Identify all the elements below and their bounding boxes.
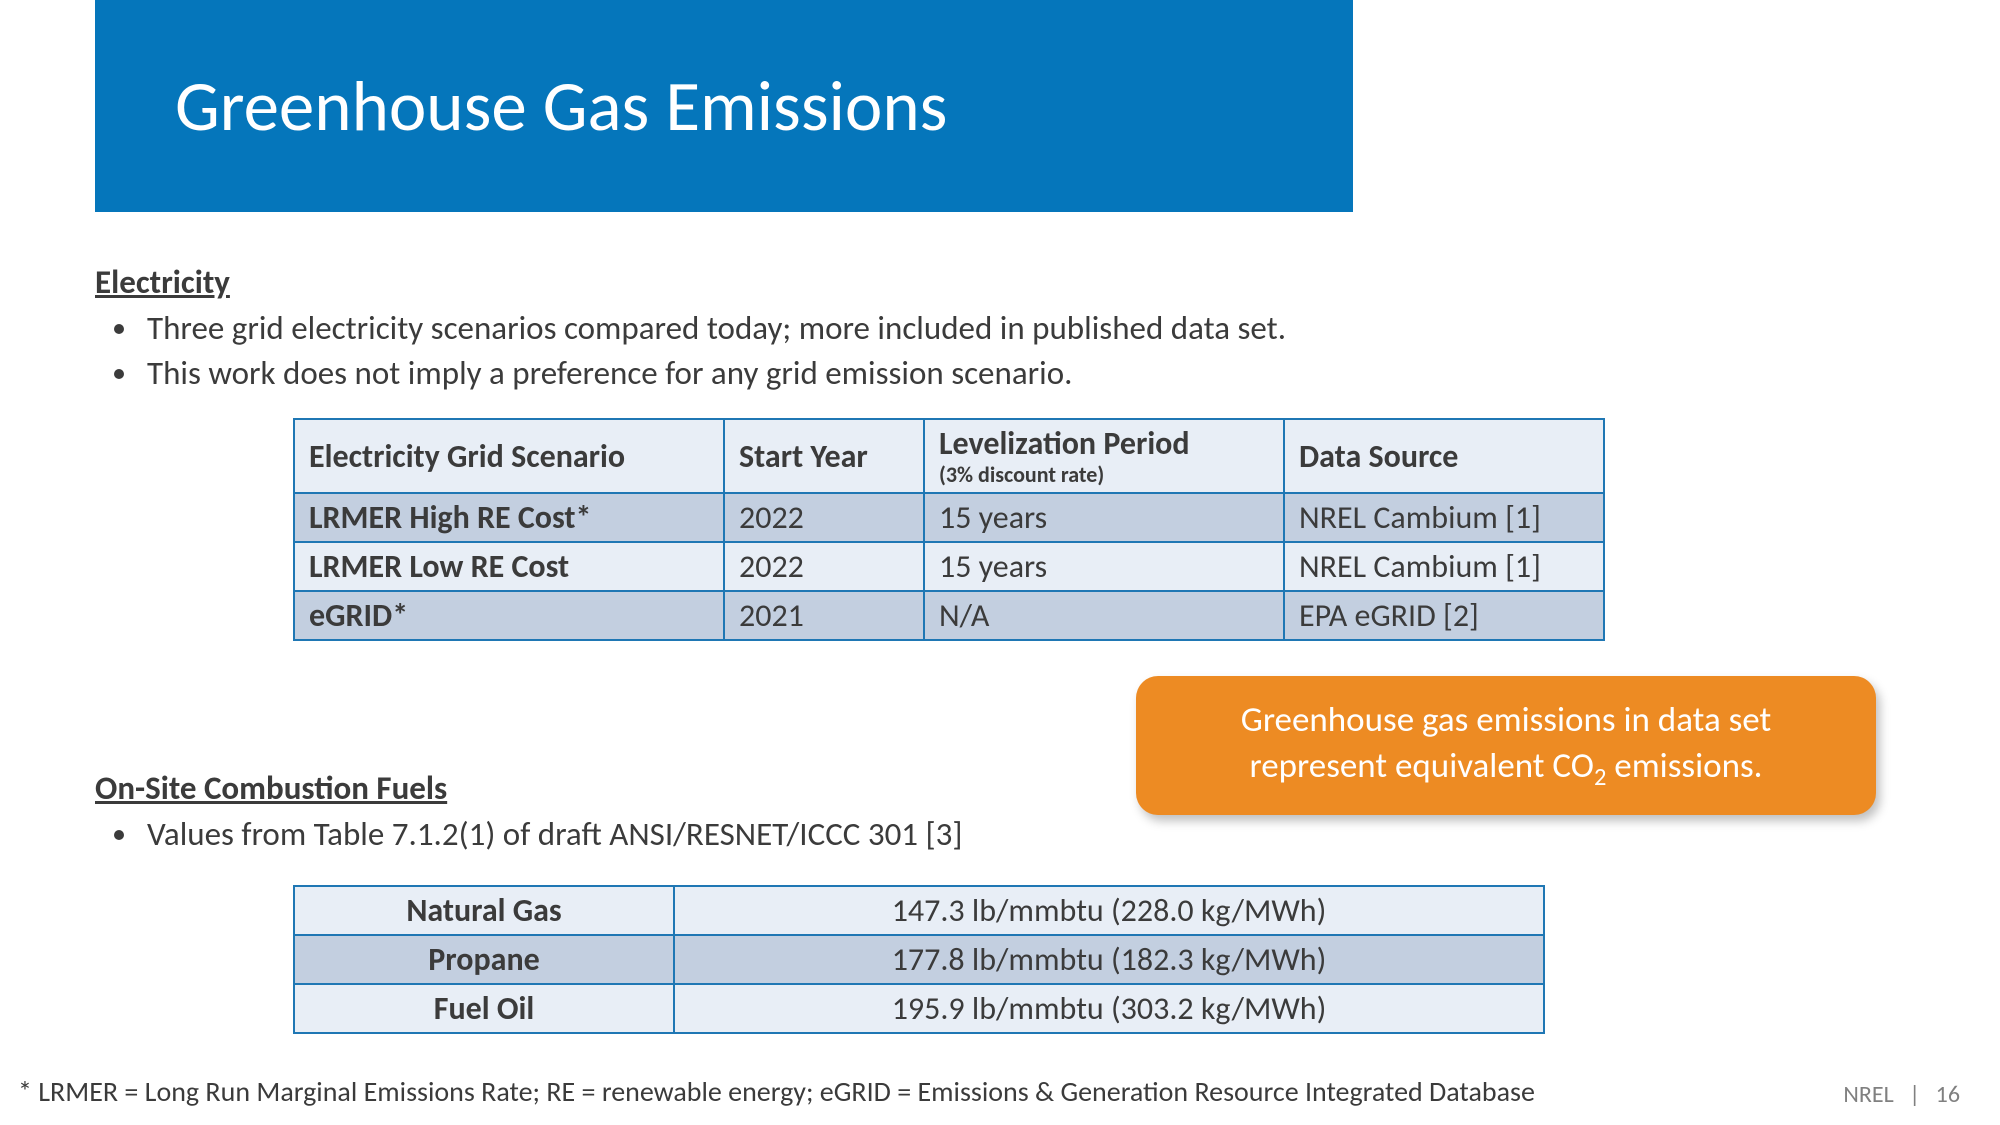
- cell-value: 177.8 lb/mmbtu (182.3 kg/MWh): [674, 935, 1544, 984]
- table-row: Fuel Oil 195.9 lb/mmbtu (303.2 kg/MWh): [294, 984, 1544, 1033]
- cell-scenario: eGRID*: [294, 591, 724, 640]
- callout-sub: 2: [1594, 762, 1606, 792]
- footer-sep: |: [1909, 1080, 1920, 1109]
- footnote: * LRMER = Long Run Marginal Emissions Ra…: [18, 1074, 1535, 1109]
- cell-period: 15 years: [924, 493, 1284, 542]
- cell-period: N/A: [924, 591, 1284, 640]
- col-start-year: Start Year: [724, 419, 924, 493]
- co2-callout: Greenhouse gas emissions in data set rep…: [1136, 676, 1876, 815]
- cell-year: 2021: [724, 591, 924, 640]
- cell-year: 2022: [724, 542, 924, 591]
- col-source: Data Source: [1284, 419, 1604, 493]
- table-row: LRMER High RE Cost* 2022 15 years NREL C…: [294, 493, 1604, 542]
- grid-scenario-table: Electricity Grid Scenario Start Year Lev…: [293, 418, 1605, 641]
- col-levelization-sub: (3% discount rate): [939, 461, 1269, 488]
- fuel-table: Natural Gas 147.3 lb/mmbtu (228.0 kg/MWh…: [293, 885, 1545, 1034]
- cell-value: 147.3 lb/mmbtu (228.0 kg/MWh): [674, 886, 1544, 935]
- footer-page-number: 16: [1936, 1080, 1960, 1109]
- electricity-bullets: Three grid electricity scenarios compare…: [95, 306, 1855, 395]
- slide-title: Greenhouse Gas Emissions: [175, 63, 947, 150]
- onsite-section: On-Site Combustion Fuels Values from Tab…: [95, 768, 1195, 857]
- callout-line2a: represent equivalent CO: [1250, 745, 1594, 787]
- cell-source: EPA eGRID [2]: [1284, 591, 1604, 640]
- page-footer: NREL | 16: [1843, 1080, 1960, 1109]
- col-levelization-main: Levelization Period: [939, 424, 1190, 463]
- onsite-heading: On-Site Combustion Fuels: [95, 768, 1195, 808]
- callout-line1: Greenhouse gas emissions in data set: [1241, 699, 1772, 741]
- electricity-heading: Electricity: [95, 262, 1855, 302]
- callout-line2b: emissions.: [1606, 745, 1762, 787]
- cell-value: 195.9 lb/mmbtu (303.2 kg/MWh): [674, 984, 1544, 1033]
- bullet-item: Values from Table 7.1.2(1) of draft ANSI…: [141, 812, 1195, 857]
- bullet-item: This work does not imply a preference fo…: [141, 351, 1855, 396]
- bullet-item: Three grid electricity scenarios compare…: [141, 306, 1855, 351]
- cell-source: NREL Cambium [1]: [1284, 493, 1604, 542]
- table-row: eGRID* 2021 N/A EPA eGRID [2]: [294, 591, 1604, 640]
- cell-source: NREL Cambium [1]: [1284, 542, 1604, 591]
- col-levelization: Levelization Period (3% discount rate): [924, 419, 1284, 493]
- footer-org: NREL: [1843, 1080, 1893, 1109]
- cell-scenario: LRMER High RE Cost*: [294, 493, 724, 542]
- table-header-row: Electricity Grid Scenario Start Year Lev…: [294, 419, 1604, 493]
- cell-fuel: Natural Gas: [294, 886, 674, 935]
- cell-scenario: LRMER Low RE Cost: [294, 542, 724, 591]
- col-scenario: Electricity Grid Scenario: [294, 419, 724, 493]
- table-row: Natural Gas 147.3 lb/mmbtu (228.0 kg/MWh…: [294, 886, 1544, 935]
- electricity-section: Electricity Three grid electricity scena…: [95, 262, 1855, 395]
- cell-fuel: Propane: [294, 935, 674, 984]
- cell-period: 15 years: [924, 542, 1284, 591]
- cell-year: 2022: [724, 493, 924, 542]
- table-row: Propane 177.8 lb/mmbtu (182.3 kg/MWh): [294, 935, 1544, 984]
- table-row: LRMER Low RE Cost 2022 15 years NREL Cam…: [294, 542, 1604, 591]
- onsite-bullets: Values from Table 7.1.2(1) of draft ANSI…: [95, 812, 1195, 857]
- cell-fuel: Fuel Oil: [294, 984, 674, 1033]
- title-banner: Greenhouse Gas Emissions: [95, 0, 1353, 212]
